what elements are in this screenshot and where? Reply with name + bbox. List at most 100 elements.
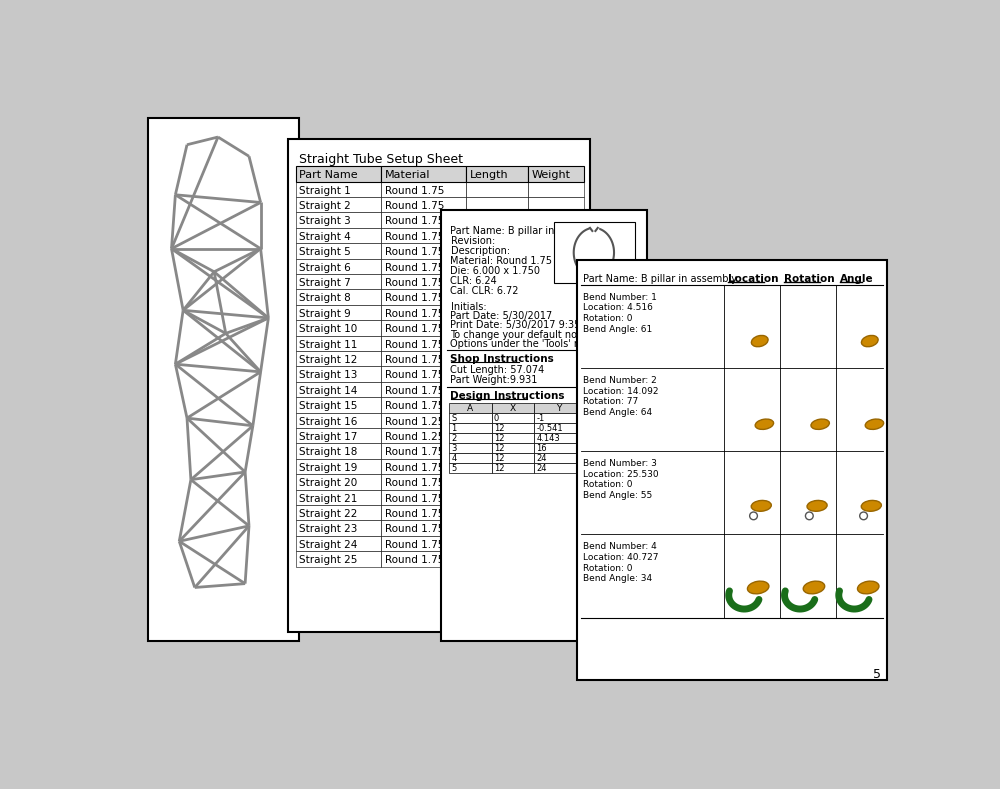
Bar <box>296 536 381 552</box>
Text: Bend Angle: 64: Bend Angle: 64 <box>583 408 652 417</box>
Text: Bend Angle: 55: Bend Angle: 55 <box>583 492 652 500</box>
Bar <box>381 459 466 474</box>
Text: Straight 15: Straight 15 <box>299 401 358 411</box>
Ellipse shape <box>807 500 827 511</box>
Bar <box>466 521 528 536</box>
Text: Revision:: Revision: <box>450 236 495 245</box>
Bar <box>528 413 584 428</box>
Bar <box>528 552 584 567</box>
Bar <box>528 382 584 398</box>
Bar <box>534 432 585 443</box>
Text: Straight 22: Straight 22 <box>299 509 358 519</box>
Bar <box>466 382 528 398</box>
Bar <box>381 290 466 305</box>
Bar <box>381 552 466 567</box>
Text: Options under the 'Tools' menu.: Options under the 'Tools' menu. <box>450 338 605 349</box>
Text: Straight 13: Straight 13 <box>299 370 358 380</box>
Bar <box>528 366 584 382</box>
Ellipse shape <box>811 419 829 429</box>
Bar <box>492 462 534 473</box>
Bar <box>466 259 528 274</box>
Bar <box>296 382 381 398</box>
Text: Straight 2: Straight 2 <box>299 201 351 211</box>
Bar <box>492 423 534 432</box>
Bar <box>296 181 381 197</box>
Ellipse shape <box>751 335 768 346</box>
Text: Bend Angle: 34: Bend Angle: 34 <box>583 574 652 583</box>
Bar <box>296 459 381 474</box>
Text: Die: 6.000 x 1.750: Die: 6.000 x 1.750 <box>450 266 540 275</box>
Text: Round 1.75: Round 1.75 <box>385 294 444 303</box>
Bar <box>466 428 528 443</box>
Text: Bend Number: 4: Bend Number: 4 <box>583 542 657 551</box>
Bar <box>466 305 528 320</box>
Bar <box>466 166 528 181</box>
Bar <box>528 274 584 290</box>
Bar <box>466 320 528 335</box>
Bar <box>466 552 528 567</box>
Bar <box>381 413 466 428</box>
Text: Straight 12: Straight 12 <box>299 355 358 365</box>
Text: Round 1.75: Round 1.75 <box>385 447 444 458</box>
Bar <box>381 228 466 243</box>
Bar <box>296 443 381 459</box>
Bar <box>528 228 584 243</box>
Text: 12: 12 <box>494 434 504 443</box>
Bar <box>534 413 585 423</box>
Bar <box>296 351 381 366</box>
Text: Straight 11: Straight 11 <box>299 339 358 350</box>
Text: Round 1.75: Round 1.75 <box>385 525 444 534</box>
Bar <box>466 505 528 521</box>
Ellipse shape <box>755 419 774 429</box>
Bar <box>296 428 381 443</box>
Text: Material: Round 1.75: Material: Round 1.75 <box>450 256 552 266</box>
Bar <box>528 197 584 212</box>
Bar <box>381 212 466 228</box>
Bar <box>466 536 528 552</box>
Bar <box>381 398 466 413</box>
Text: Straight 5: Straight 5 <box>299 247 351 257</box>
Bar <box>466 490 528 505</box>
Bar <box>534 443 585 453</box>
Text: 5: 5 <box>451 464 457 473</box>
Text: Round 1.75: Round 1.75 <box>385 494 444 503</box>
Text: Round 1.75: Round 1.75 <box>385 263 444 272</box>
Text: Round 1.75: Round 1.75 <box>385 355 444 365</box>
Text: Straight 14: Straight 14 <box>299 386 358 396</box>
Text: Location: Location <box>728 274 778 284</box>
Bar <box>381 474 466 490</box>
Text: Straight 21: Straight 21 <box>299 494 358 503</box>
Bar <box>449 443 492 453</box>
Bar <box>381 181 466 197</box>
Circle shape <box>750 512 757 520</box>
Bar <box>492 402 534 413</box>
Bar <box>534 402 585 413</box>
Bar <box>296 243 381 259</box>
Text: Round 1.75: Round 1.75 <box>385 462 444 473</box>
Text: Straight 3: Straight 3 <box>299 216 351 226</box>
Bar <box>528 320 584 335</box>
Bar <box>381 521 466 536</box>
Text: Location: 4.516: Location: 4.516 <box>583 303 653 312</box>
Bar <box>381 305 466 320</box>
Text: S: S <box>451 414 457 423</box>
Text: 12: 12 <box>494 464 504 473</box>
Bar <box>381 443 466 459</box>
Text: Y: Y <box>556 404 562 413</box>
Text: 12: 12 <box>494 444 504 453</box>
Bar <box>492 443 534 453</box>
Text: 16: 16 <box>537 444 547 453</box>
Text: Round 1.75: Round 1.75 <box>385 509 444 519</box>
Text: Round 1.75: Round 1.75 <box>385 401 444 411</box>
Ellipse shape <box>857 581 879 594</box>
Bar <box>528 335 584 351</box>
Bar <box>466 366 528 382</box>
Bar <box>534 462 585 473</box>
Bar <box>492 453 534 462</box>
Text: Round 1.25: Round 1.25 <box>385 432 444 442</box>
Text: Straight 16: Straight 16 <box>299 417 358 427</box>
Bar <box>534 423 585 432</box>
Text: Part Name: Part Name <box>299 170 358 180</box>
Bar <box>466 274 528 290</box>
Text: Location: 14.092: Location: 14.092 <box>583 387 659 395</box>
